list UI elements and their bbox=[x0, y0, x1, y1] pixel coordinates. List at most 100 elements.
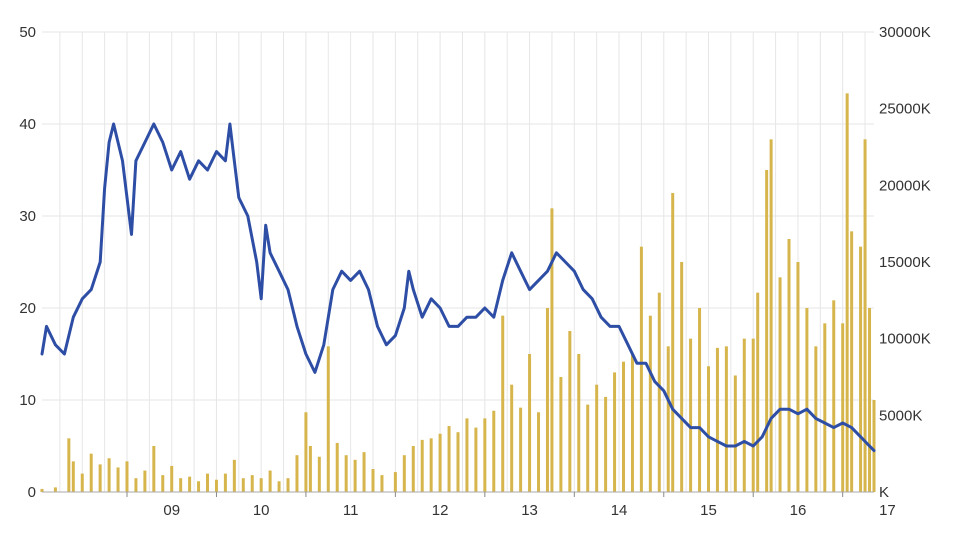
volume-bar bbox=[604, 396, 608, 492]
volume-bar bbox=[550, 208, 554, 493]
volume-bar bbox=[206, 473, 210, 492]
x-tick-label: 14 bbox=[611, 502, 628, 519]
volume-bar bbox=[134, 478, 138, 492]
price-line bbox=[40, 122, 876, 453]
price-line-layer bbox=[40, 122, 876, 453]
volume-bar bbox=[648, 315, 652, 492]
volume-bar bbox=[528, 354, 532, 492]
volume-bar bbox=[483, 418, 487, 492]
volume-bar bbox=[680, 262, 684, 492]
x-tick-label: 13 bbox=[521, 502, 538, 519]
volume-bar bbox=[353, 459, 357, 492]
volume-bar bbox=[179, 478, 183, 492]
volume-bar bbox=[577, 354, 581, 492]
volume-bar bbox=[769, 139, 773, 493]
volume-bar bbox=[429, 438, 433, 492]
volume-bar bbox=[456, 432, 460, 492]
volume-bar bbox=[80, 473, 84, 492]
y-right-tick-label: 10000K bbox=[879, 331, 931, 348]
volume-bar bbox=[259, 478, 263, 492]
volume-bar bbox=[796, 262, 800, 492]
volume-bar bbox=[545, 308, 549, 492]
volume-bar bbox=[765, 170, 769, 492]
volume-bar bbox=[197, 481, 201, 492]
volume-bar bbox=[568, 331, 572, 492]
volume-bar bbox=[778, 277, 782, 492]
volume-bar bbox=[751, 338, 755, 492]
volume-bar bbox=[639, 246, 643, 492]
y-right-tick-label: 5000K bbox=[879, 407, 922, 424]
x-tick-label: 16 bbox=[790, 502, 807, 519]
volume-bar bbox=[71, 461, 75, 492]
volume-bar bbox=[125, 461, 129, 492]
volume-bar bbox=[67, 438, 71, 492]
volume-bar bbox=[98, 464, 102, 492]
volume-bar bbox=[519, 407, 523, 492]
volume-bar bbox=[733, 375, 737, 492]
x-tick-label: 12 bbox=[432, 502, 449, 519]
volume-bar bbox=[326, 346, 330, 492]
x-tick-label: 17 bbox=[879, 502, 896, 519]
volume-bar bbox=[362, 452, 366, 492]
volume-bar bbox=[850, 231, 854, 493]
y-left-tick-label: 30 bbox=[19, 208, 36, 225]
y-left-tick-label: 10 bbox=[19, 392, 36, 409]
x-tick-label: 11 bbox=[343, 502, 359, 519]
volume-bar bbox=[823, 323, 827, 492]
volume-bar bbox=[474, 427, 478, 492]
volume-bar bbox=[89, 453, 93, 492]
volume-bar bbox=[286, 478, 290, 492]
volume-bar bbox=[438, 433, 442, 492]
volume-bar bbox=[715, 347, 719, 492]
volume-bar bbox=[232, 459, 236, 492]
y-right-tick-label: 25000K bbox=[879, 101, 931, 118]
x-tick-label: 10 bbox=[253, 502, 270, 519]
volume-bar bbox=[586, 404, 590, 492]
volume-bar bbox=[671, 193, 675, 492]
volume-bar bbox=[447, 426, 451, 492]
volume-bar bbox=[161, 475, 165, 492]
volume-bar bbox=[868, 308, 872, 492]
y-right-tick-label: 30000K bbox=[879, 24, 931, 41]
volume-bar bbox=[510, 384, 514, 492]
volume-bar bbox=[308, 446, 312, 492]
volume-bar bbox=[152, 446, 156, 492]
volume-bar bbox=[805, 308, 809, 492]
y-left-tick-label: 20 bbox=[19, 300, 36, 317]
volume-bar bbox=[241, 478, 245, 492]
x-tick-label: 09 bbox=[163, 502, 180, 519]
volume-bar bbox=[402, 455, 406, 492]
volume-bar bbox=[411, 446, 415, 492]
y-right-tick-label: 15000K bbox=[879, 254, 931, 271]
volume-bar bbox=[393, 472, 397, 492]
volume-bar bbox=[317, 456, 321, 492]
volume-bar bbox=[706, 366, 710, 492]
volume-bar bbox=[613, 372, 617, 492]
volume-bar bbox=[268, 470, 272, 492]
volume-bar bbox=[143, 470, 147, 492]
y-left-tick-label: 40 bbox=[19, 116, 36, 133]
y-left-tick-label: 0 bbox=[28, 484, 36, 501]
volume-bar bbox=[537, 412, 541, 492]
volume-bar bbox=[832, 300, 836, 492]
volume-bar bbox=[420, 439, 424, 492]
volume-bar bbox=[335, 442, 339, 492]
volume-bar bbox=[724, 346, 728, 492]
volume-bar bbox=[344, 455, 348, 492]
y-right-tick-label: 20000K bbox=[879, 177, 931, 194]
volume-bar bbox=[742, 338, 746, 492]
volume-bar bbox=[863, 139, 867, 493]
volume-bar bbox=[40, 488, 44, 492]
volume-bar bbox=[595, 384, 599, 492]
volume-bar bbox=[841, 323, 845, 492]
volume-bar bbox=[622, 361, 626, 492]
x-tick-label: 15 bbox=[700, 502, 717, 519]
volume-bar bbox=[559, 377, 563, 492]
axes: 09 10 11 12 13 14 15 16 17 0 10 20 30 40 50 K 5000K 10000… bbox=[19, 24, 930, 519]
volume-bar bbox=[787, 239, 791, 492]
volume-bar bbox=[872, 400, 876, 492]
volume-bar bbox=[214, 479, 218, 492]
volume-bar bbox=[465, 418, 469, 492]
volume-bar bbox=[698, 308, 702, 492]
